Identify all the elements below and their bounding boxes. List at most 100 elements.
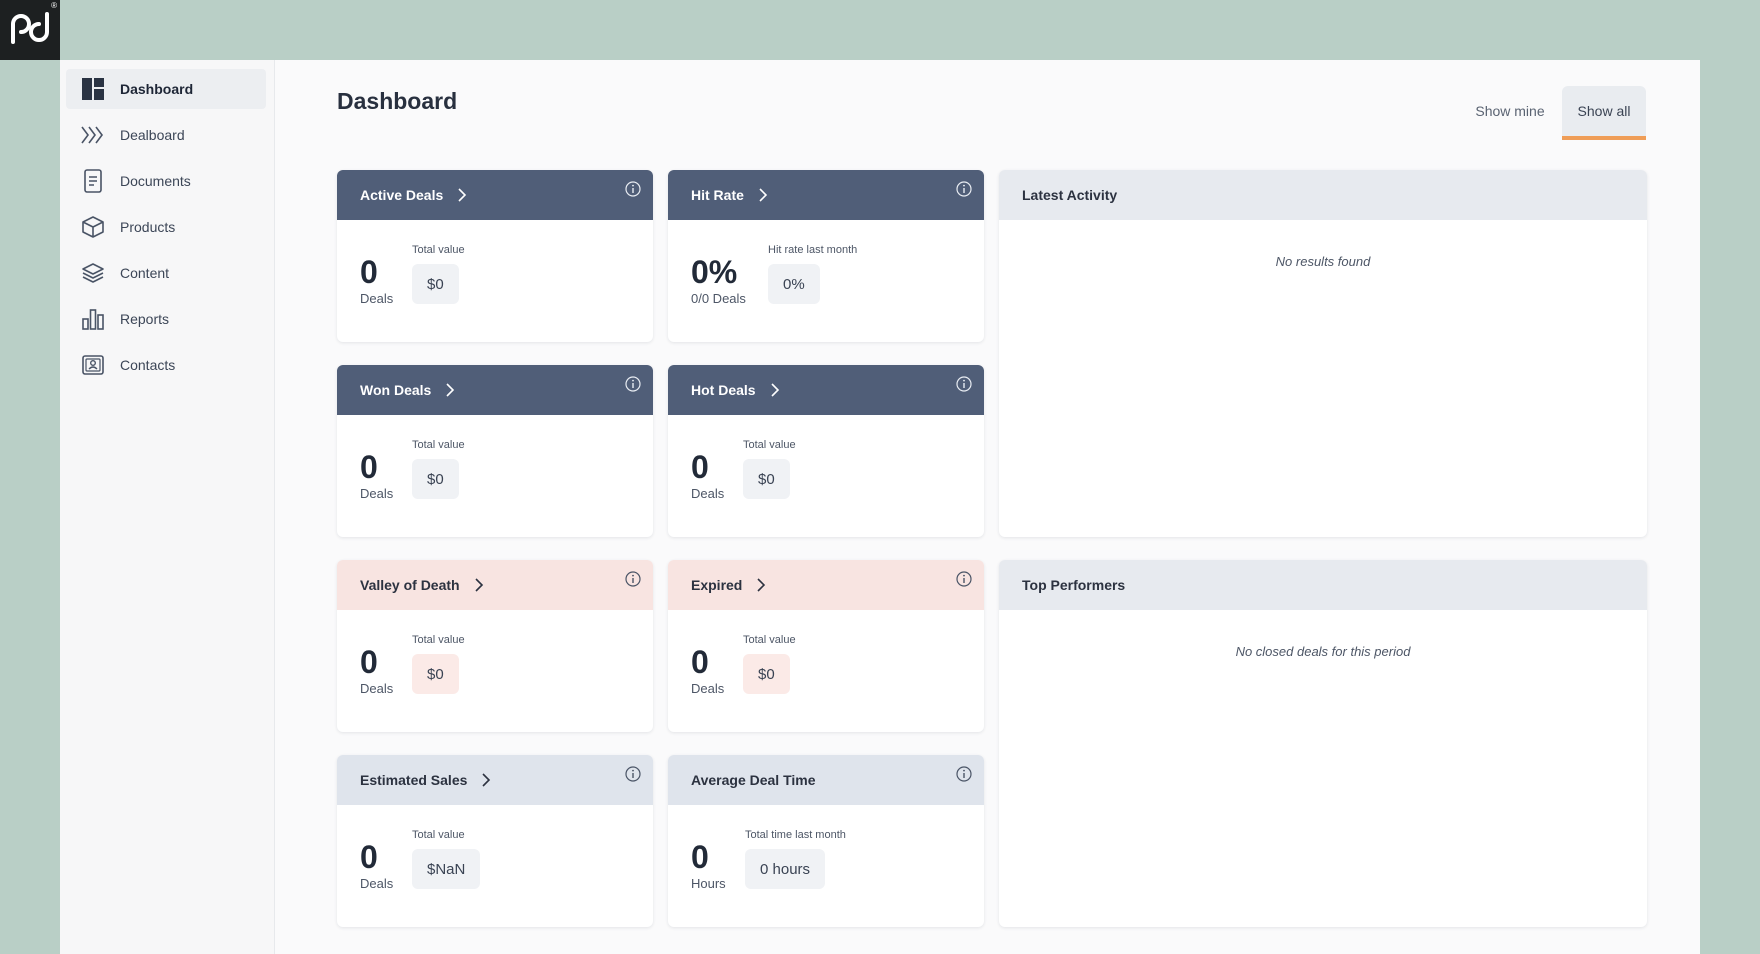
info-icon[interactable] bbox=[956, 766, 972, 785]
show-all-tab[interactable]: Show all bbox=[1562, 86, 1646, 140]
total-value-label: Total value bbox=[743, 634, 796, 646]
total-value-label: Total value bbox=[412, 439, 465, 451]
sidebar-item-documents[interactable]: Documents bbox=[66, 161, 266, 201]
deal-count: 0 bbox=[360, 839, 378, 875]
empty-state-message: No closed deals for this period bbox=[1235, 644, 1411, 659]
info-icon[interactable] bbox=[625, 571, 641, 590]
sidebar-item-label: Content bbox=[120, 265, 170, 281]
document-icon bbox=[80, 168, 106, 194]
deal-count: 0 bbox=[691, 644, 709, 680]
chevrons-right-icon bbox=[80, 122, 106, 148]
sidebar-item-products[interactable]: Products bbox=[66, 207, 266, 247]
hours-count: 0 bbox=[691, 839, 709, 875]
dashboard-icon bbox=[80, 76, 106, 102]
hours-unit: Hours bbox=[691, 876, 726, 891]
card-header[interactable]: Hot Deals bbox=[668, 365, 984, 415]
card-title: Active Deals bbox=[360, 187, 444, 203]
layers-icon bbox=[80, 260, 106, 286]
sidebar: Dashboard Dealboard Documents Products C… bbox=[60, 60, 275, 954]
app-window: Dashboard Dealboard Documents Products C… bbox=[60, 60, 1700, 954]
card-title: Won Deals bbox=[360, 382, 432, 398]
total-value: $NaN bbox=[412, 849, 481, 889]
card-header[interactable]: Valley of Death bbox=[337, 560, 653, 610]
hit-rate-value: 0% bbox=[691, 254, 738, 290]
chevron-right-icon bbox=[770, 382, 780, 398]
total-time-value: 0 hours bbox=[745, 849, 826, 889]
card-header[interactable]: Expired bbox=[668, 560, 984, 610]
deal-unit: Deals bbox=[360, 876, 394, 891]
deal-count: 0 bbox=[691, 449, 709, 485]
sidebar-item-reports[interactable]: Reports bbox=[66, 299, 266, 339]
card-header: Average Deal Time bbox=[668, 755, 984, 805]
total-value-label: Total value bbox=[412, 244, 465, 256]
info-icon[interactable] bbox=[956, 376, 972, 395]
card-title: Hit Rate bbox=[691, 187, 744, 203]
card-average-deal-time: Average Deal Time 0 Hours Total time las… bbox=[668, 755, 984, 927]
contact-card-icon bbox=[80, 352, 106, 378]
hit-rate-last-month-label: Hit rate last month bbox=[768, 244, 858, 256]
deal-count: 0 bbox=[360, 644, 378, 680]
sidebar-item-contacts[interactable]: Contacts bbox=[66, 345, 266, 385]
card-header[interactable]: Won Deals bbox=[337, 365, 653, 415]
top-performers-panel: Top Performers No closed deals for this … bbox=[999, 560, 1647, 927]
info-icon[interactable] bbox=[956, 181, 972, 200]
info-icon[interactable] bbox=[625, 766, 641, 785]
card-active-deals: Active Deals 0 Deals Total value $0 bbox=[337, 170, 653, 342]
sidebar-item-label: Reports bbox=[120, 311, 170, 327]
total-value: $0 bbox=[743, 654, 790, 694]
bar-chart-icon bbox=[80, 306, 106, 332]
card-won-deals: Won Deals 0 Deals Total value $0 bbox=[337, 365, 653, 537]
box-icon bbox=[80, 214, 106, 240]
deal-unit: Deals bbox=[691, 681, 725, 696]
show-mine-tab[interactable]: Show mine bbox=[1475, 103, 1545, 119]
total-value: $0 bbox=[412, 654, 459, 694]
sidebar-item-label: Dashboard bbox=[120, 81, 194, 97]
chevron-right-icon bbox=[474, 577, 484, 593]
total-value-label: Total value bbox=[743, 439, 796, 451]
sidebar-item-content[interactable]: Content bbox=[66, 253, 266, 293]
info-icon[interactable] bbox=[625, 181, 641, 200]
card-valley-of-death: Valley of Death 0 Deals Total value $0 bbox=[337, 560, 653, 732]
sidebar-item-label: Dealboard bbox=[120, 127, 185, 143]
card-title: Average Deal Time bbox=[691, 772, 816, 788]
card-hot-deals: Hot Deals 0 Deals Total value $0 bbox=[668, 365, 984, 537]
page-title: Dashboard bbox=[337, 88, 458, 114]
deal-count: 0 bbox=[360, 449, 378, 485]
total-value: $0 bbox=[412, 264, 459, 304]
deal-unit: Deals bbox=[691, 486, 725, 501]
card-title: Estimated Sales bbox=[360, 772, 468, 788]
deal-unit: Deals bbox=[360, 486, 394, 501]
card-hit-rate: Hit Rate 0% 0/0 Deals Hit rate last mont… bbox=[668, 170, 984, 342]
total-value: $0 bbox=[743, 459, 790, 499]
card-header[interactable]: Estimated Sales bbox=[337, 755, 653, 805]
sidebar-item-label: Products bbox=[120, 219, 176, 235]
card-header[interactable]: Active Deals bbox=[337, 170, 653, 220]
chevron-right-icon bbox=[481, 772, 491, 788]
deal-unit: Deals bbox=[360, 681, 394, 696]
sidebar-item-label: Contacts bbox=[120, 357, 176, 373]
total-time-label: Total time last month bbox=[745, 829, 846, 841]
deal-unit: 0/0 Deals bbox=[691, 291, 746, 306]
card-header[interactable]: Hit Rate bbox=[668, 170, 984, 220]
card-title: Valley of Death bbox=[360, 577, 460, 593]
total-value-label: Total value bbox=[412, 634, 465, 646]
deal-count: 0 bbox=[360, 254, 378, 290]
chevron-right-icon bbox=[756, 577, 766, 593]
panel-title: Top Performers bbox=[999, 560, 1647, 610]
latest-activity-panel: Latest Activity No results found bbox=[999, 170, 1647, 537]
card-estimated-sales: Estimated Sales 0 Deals Total value $NaN bbox=[337, 755, 653, 927]
total-value: $0 bbox=[412, 459, 459, 499]
total-value-label: Total value bbox=[412, 829, 465, 841]
sidebar-item-dashboard[interactable]: Dashboard bbox=[66, 69, 266, 109]
info-icon[interactable] bbox=[956, 571, 972, 590]
chevron-right-icon bbox=[758, 187, 768, 203]
chevron-right-icon bbox=[457, 187, 467, 203]
card-title: Expired bbox=[691, 577, 743, 593]
deal-unit: Deals bbox=[360, 291, 394, 306]
card-expired: Expired 0 Deals Total value $0 bbox=[668, 560, 984, 732]
panel-title: Latest Activity bbox=[999, 170, 1647, 220]
sidebar-item-dealboard[interactable]: Dealboard bbox=[66, 115, 266, 155]
info-icon[interactable] bbox=[625, 376, 641, 395]
hit-rate-last-month: 0% bbox=[768, 264, 820, 304]
empty-state-message: No results found bbox=[1275, 254, 1371, 269]
